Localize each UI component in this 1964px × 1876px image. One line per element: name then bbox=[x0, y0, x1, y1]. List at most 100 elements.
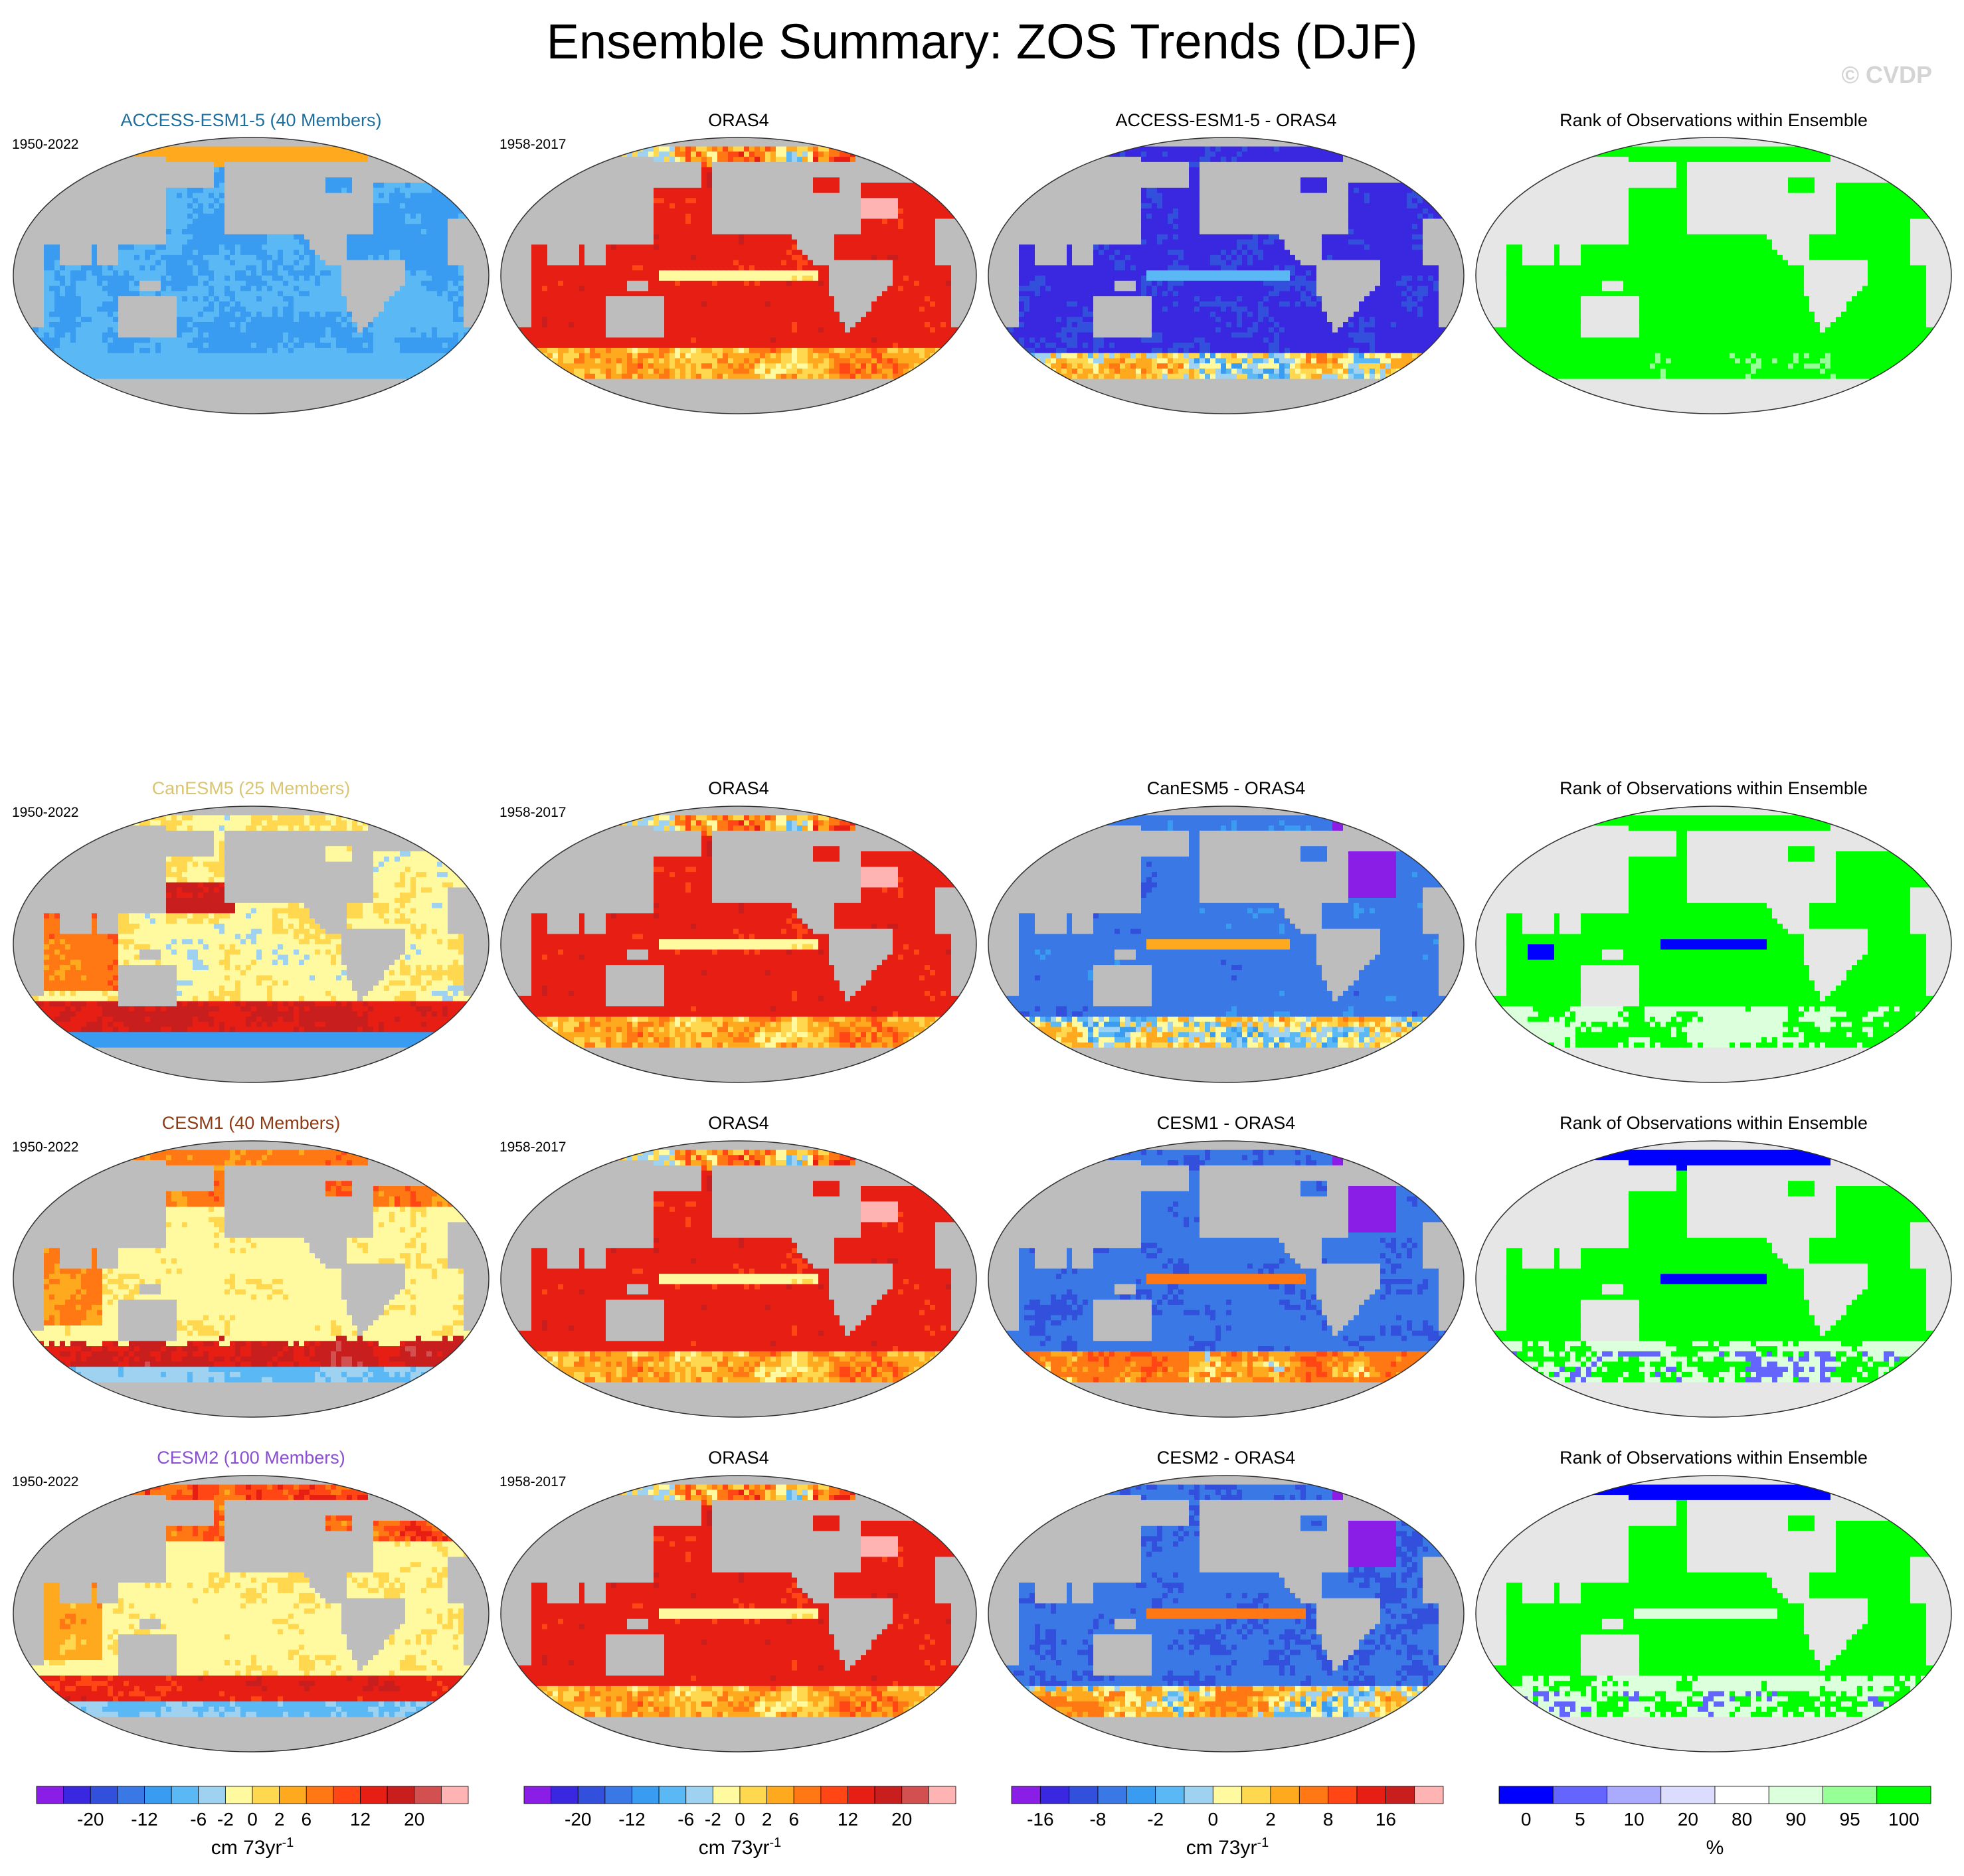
obs-panel-title: ORAS4 bbox=[506, 778, 971, 799]
trend-colorbar-model-swatch bbox=[387, 1786, 414, 1804]
rank-panel-title: Rank of Observations within Ensemble bbox=[1481, 778, 1946, 799]
trend-colorbar-model-swatch bbox=[171, 1786, 199, 1804]
diff-colorbar-tick: -8 bbox=[1090, 1809, 1107, 1830]
obs-trend-map-3 bbox=[499, 1474, 978, 1753]
obs-trend-map-1 bbox=[499, 805, 978, 1084]
rank-map-0 bbox=[1474, 136, 1953, 415]
trend-colorbar-obs-tick: -12 bbox=[618, 1809, 645, 1830]
trend-colorbar-model-tick: 12 bbox=[350, 1809, 371, 1830]
rank-colorbar-tick: 95 bbox=[1840, 1809, 1860, 1830]
diff-colorbar-swatch bbox=[1213, 1786, 1241, 1804]
trend-colorbar-obs-swatch bbox=[902, 1786, 929, 1804]
trend-colorbar-model-units: cm 73yr-1 bbox=[153, 1835, 352, 1859]
trend-colorbar-obs-swatch bbox=[578, 1786, 605, 1804]
trend-colorbar-obs-units: cm 73yr-1 bbox=[640, 1835, 840, 1859]
rank-map-3 bbox=[1474, 1474, 1953, 1753]
trend-colorbar-obs-swatch bbox=[848, 1786, 875, 1804]
diff-panel-title: CESM2 - ORAS4 bbox=[994, 1448, 1459, 1468]
trend-colorbar-model-tick: -2 bbox=[217, 1809, 234, 1830]
units-text: cm 73yr bbox=[211, 1837, 282, 1859]
rank-panel-title: Rank of Observations within Ensemble bbox=[1481, 110, 1946, 131]
diff-colorbar-swatch bbox=[1328, 1786, 1357, 1804]
diff-panel-title: CanESM5 - ORAS4 bbox=[994, 778, 1459, 799]
rank-colorbar-swatch bbox=[1715, 1786, 1769, 1804]
diff-colorbar-swatch bbox=[1184, 1786, 1213, 1804]
rank-colorbar-swatch bbox=[1607, 1786, 1661, 1804]
trend-colorbar-obs-swatch bbox=[821, 1786, 848, 1804]
model-panel-title: CESM2 (100 Members) bbox=[19, 1448, 484, 1468]
trend-colorbar-obs-swatch bbox=[740, 1786, 767, 1804]
trend-colorbar-obs-swatch bbox=[767, 1786, 794, 1804]
obs-trend-map-0 bbox=[499, 136, 978, 415]
rank-colorbar-swatch bbox=[1769, 1786, 1823, 1804]
trend-colorbar-obs-swatch bbox=[794, 1786, 821, 1804]
trend-colorbar-model-swatch bbox=[199, 1786, 226, 1804]
trend-colorbar-model-swatch bbox=[37, 1786, 64, 1804]
units-exponent: -1 bbox=[1257, 1835, 1269, 1850]
units-text: cm 73yr bbox=[699, 1837, 770, 1859]
diff-colorbar-tick: 8 bbox=[1323, 1809, 1334, 1830]
units-exponent: -1 bbox=[769, 1835, 781, 1850]
rank-colorbar-tick: 0 bbox=[1521, 1809, 1532, 1830]
trend-colorbar-obs-tick: 20 bbox=[891, 1809, 912, 1830]
trend-colorbar-obs-swatch bbox=[524, 1786, 551, 1804]
diff-panel-title: CESM1 - ORAS4 bbox=[994, 1113, 1459, 1134]
obs-panel-title: ORAS4 bbox=[506, 110, 971, 131]
rank-colorbar-swatch bbox=[1553, 1786, 1607, 1804]
diff-colorbar-swatch bbox=[1098, 1786, 1126, 1804]
trend-colorbar-obs-swatch bbox=[929, 1786, 956, 1804]
diff-colorbar-swatch bbox=[1126, 1786, 1155, 1804]
model-panel-title: CESM1 (40 Members) bbox=[19, 1113, 484, 1134]
diff-trend-map-0 bbox=[987, 136, 1465, 415]
diff-colorbar-swatch bbox=[1069, 1786, 1098, 1804]
diff-colorbar-tick: 16 bbox=[1376, 1809, 1396, 1830]
rank-panel-title: Rank of Observations within Ensemble bbox=[1481, 1113, 1946, 1134]
rank-colorbar-tick: 80 bbox=[1732, 1809, 1752, 1830]
cvdp-watermark: © CVDP bbox=[1841, 61, 1932, 89]
trend-colorbar-model-tick: 2 bbox=[274, 1809, 285, 1830]
units-exponent: -1 bbox=[282, 1835, 294, 1850]
trend-colorbar-model-tick: 6 bbox=[301, 1809, 312, 1830]
trend-colorbar-model-swatch bbox=[252, 1786, 280, 1804]
model-trend-map-1 bbox=[12, 805, 490, 1084]
rank-colorbar-tick: 100 bbox=[1888, 1809, 1919, 1830]
diff-panel-title: ACCESS-ESM1-5 - ORAS4 bbox=[994, 110, 1459, 131]
trend-colorbar-model-swatch bbox=[414, 1786, 442, 1804]
diff-colorbar-tick: 2 bbox=[1265, 1809, 1276, 1830]
main-title: Ensemble Summary: ZOS Trends (DJF) bbox=[0, 12, 1964, 72]
trend-colorbar-model-swatch bbox=[361, 1786, 388, 1804]
trend-colorbar-model-swatch bbox=[333, 1786, 361, 1804]
trend-colorbar-obs-swatch bbox=[659, 1786, 686, 1804]
trend-colorbar-model-tick: -6 bbox=[190, 1809, 207, 1830]
rank-colorbar-swatch bbox=[1661, 1786, 1715, 1804]
diff-colorbar-swatch bbox=[1385, 1786, 1414, 1804]
trend-colorbar-obs-tick: -6 bbox=[677, 1809, 694, 1830]
trend-colorbar-obs-swatch bbox=[551, 1786, 579, 1804]
model-panel-title: CanESM5 (25 Members) bbox=[19, 778, 484, 799]
rank-colorbar-tick: 90 bbox=[1785, 1809, 1806, 1830]
diff-trend-map-3 bbox=[987, 1474, 1465, 1753]
trend-colorbar-model-swatch bbox=[306, 1786, 333, 1804]
trend-colorbar-obs-tick: 2 bbox=[762, 1809, 772, 1830]
trend-colorbar-model-swatch bbox=[64, 1786, 91, 1804]
obs-panel-title: ORAS4 bbox=[506, 1448, 971, 1468]
model-trend-map-3 bbox=[12, 1474, 490, 1753]
rank-colorbar-units: % bbox=[1615, 1835, 1815, 1859]
trend-colorbar-model-swatch bbox=[118, 1786, 145, 1804]
model-panel-title: ACCESS-ESM1-5 (40 Members) bbox=[19, 110, 484, 131]
diff-colorbar-swatch bbox=[1271, 1786, 1299, 1804]
diff-colorbar-swatch bbox=[1415, 1786, 1443, 1804]
trend-colorbar-obs-tick: 6 bbox=[788, 1809, 799, 1830]
diff-colorbar-swatch bbox=[1357, 1786, 1385, 1804]
rank-map-2 bbox=[1474, 1140, 1953, 1418]
rank-colorbar-swatch bbox=[1877, 1786, 1931, 1804]
trend-colorbar-model-swatch bbox=[441, 1786, 468, 1804]
model-trend-map-0 bbox=[12, 136, 490, 415]
trend-colorbar-model-tick: 0 bbox=[247, 1809, 258, 1830]
trend-colorbar-model-swatch bbox=[90, 1786, 118, 1804]
rank-colorbar-tick: 5 bbox=[1575, 1809, 1585, 1830]
rank-colorbar-tick: 10 bbox=[1624, 1809, 1645, 1830]
rank-map-1 bbox=[1474, 805, 1953, 1084]
diff-colorbar-swatch bbox=[1012, 1786, 1040, 1804]
obs-panel-title: ORAS4 bbox=[506, 1113, 971, 1134]
